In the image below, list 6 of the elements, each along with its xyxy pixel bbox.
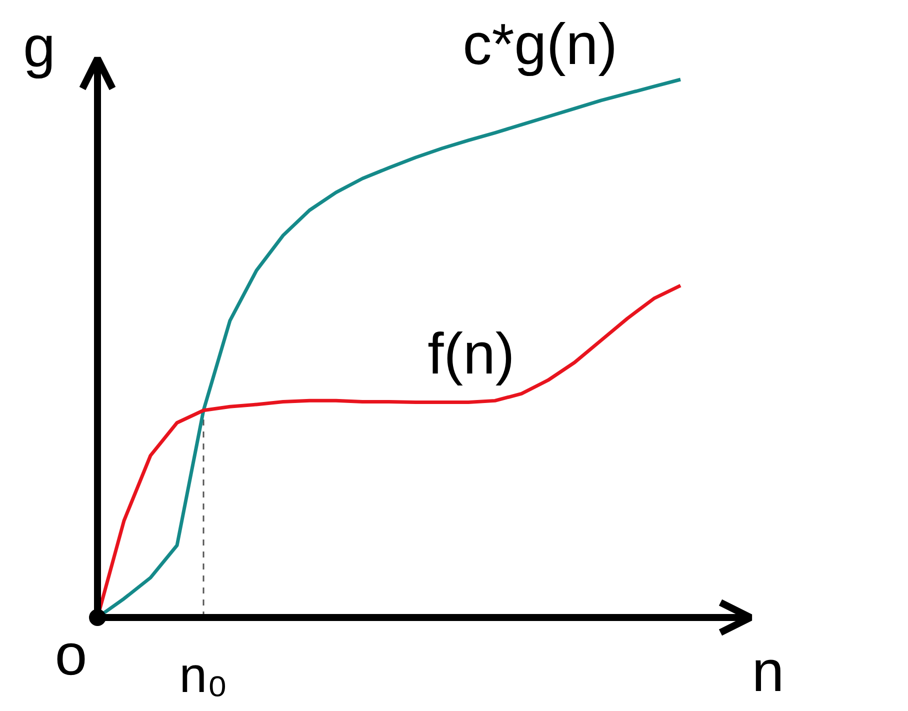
- text: o: [54, 622, 88, 688]
- x-axis-title: n: [752, 638, 784, 704]
- series-label: f(n): [428, 321, 515, 386]
- series-label: c*g(n): [462, 12, 618, 78]
- text: n₀: [179, 647, 228, 704]
- y-axis-title: g: [23, 14, 56, 80]
